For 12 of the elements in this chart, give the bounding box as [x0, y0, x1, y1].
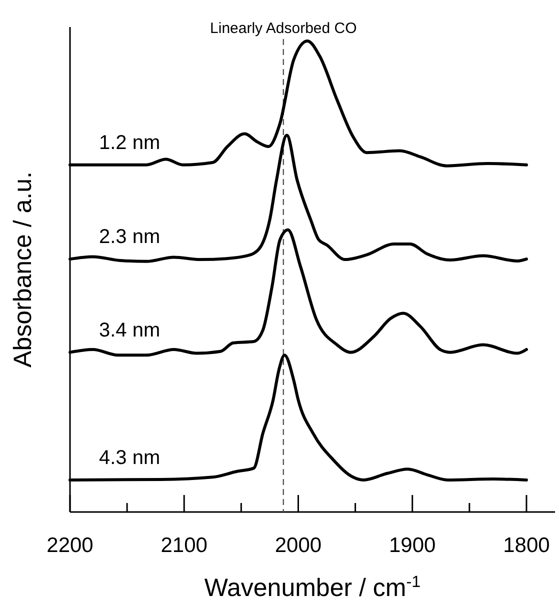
x-tick-label: 2200 — [46, 534, 94, 557]
x-tick-label: 2000 — [274, 534, 322, 557]
series-label: 3.4 nm — [99, 319, 160, 342]
series-label: 4.3 nm — [99, 446, 160, 469]
x-tick-label: 1800 — [503, 534, 550, 557]
x-axis-title: Wavenumber / cm$^{-1}$ — [204, 573, 421, 602]
x-tick-label: 2100 — [160, 534, 208, 557]
series-label: 1.2 nm — [99, 132, 160, 154]
ref-line-label: Linearly Adsorbed CO — [210, 20, 357, 37]
series-label: 2.3 nm — [99, 226, 160, 248]
y-axis-title: Absorbance / a.u. — [9, 172, 37, 368]
x-tick-label: 1900 — [388, 534, 436, 557]
